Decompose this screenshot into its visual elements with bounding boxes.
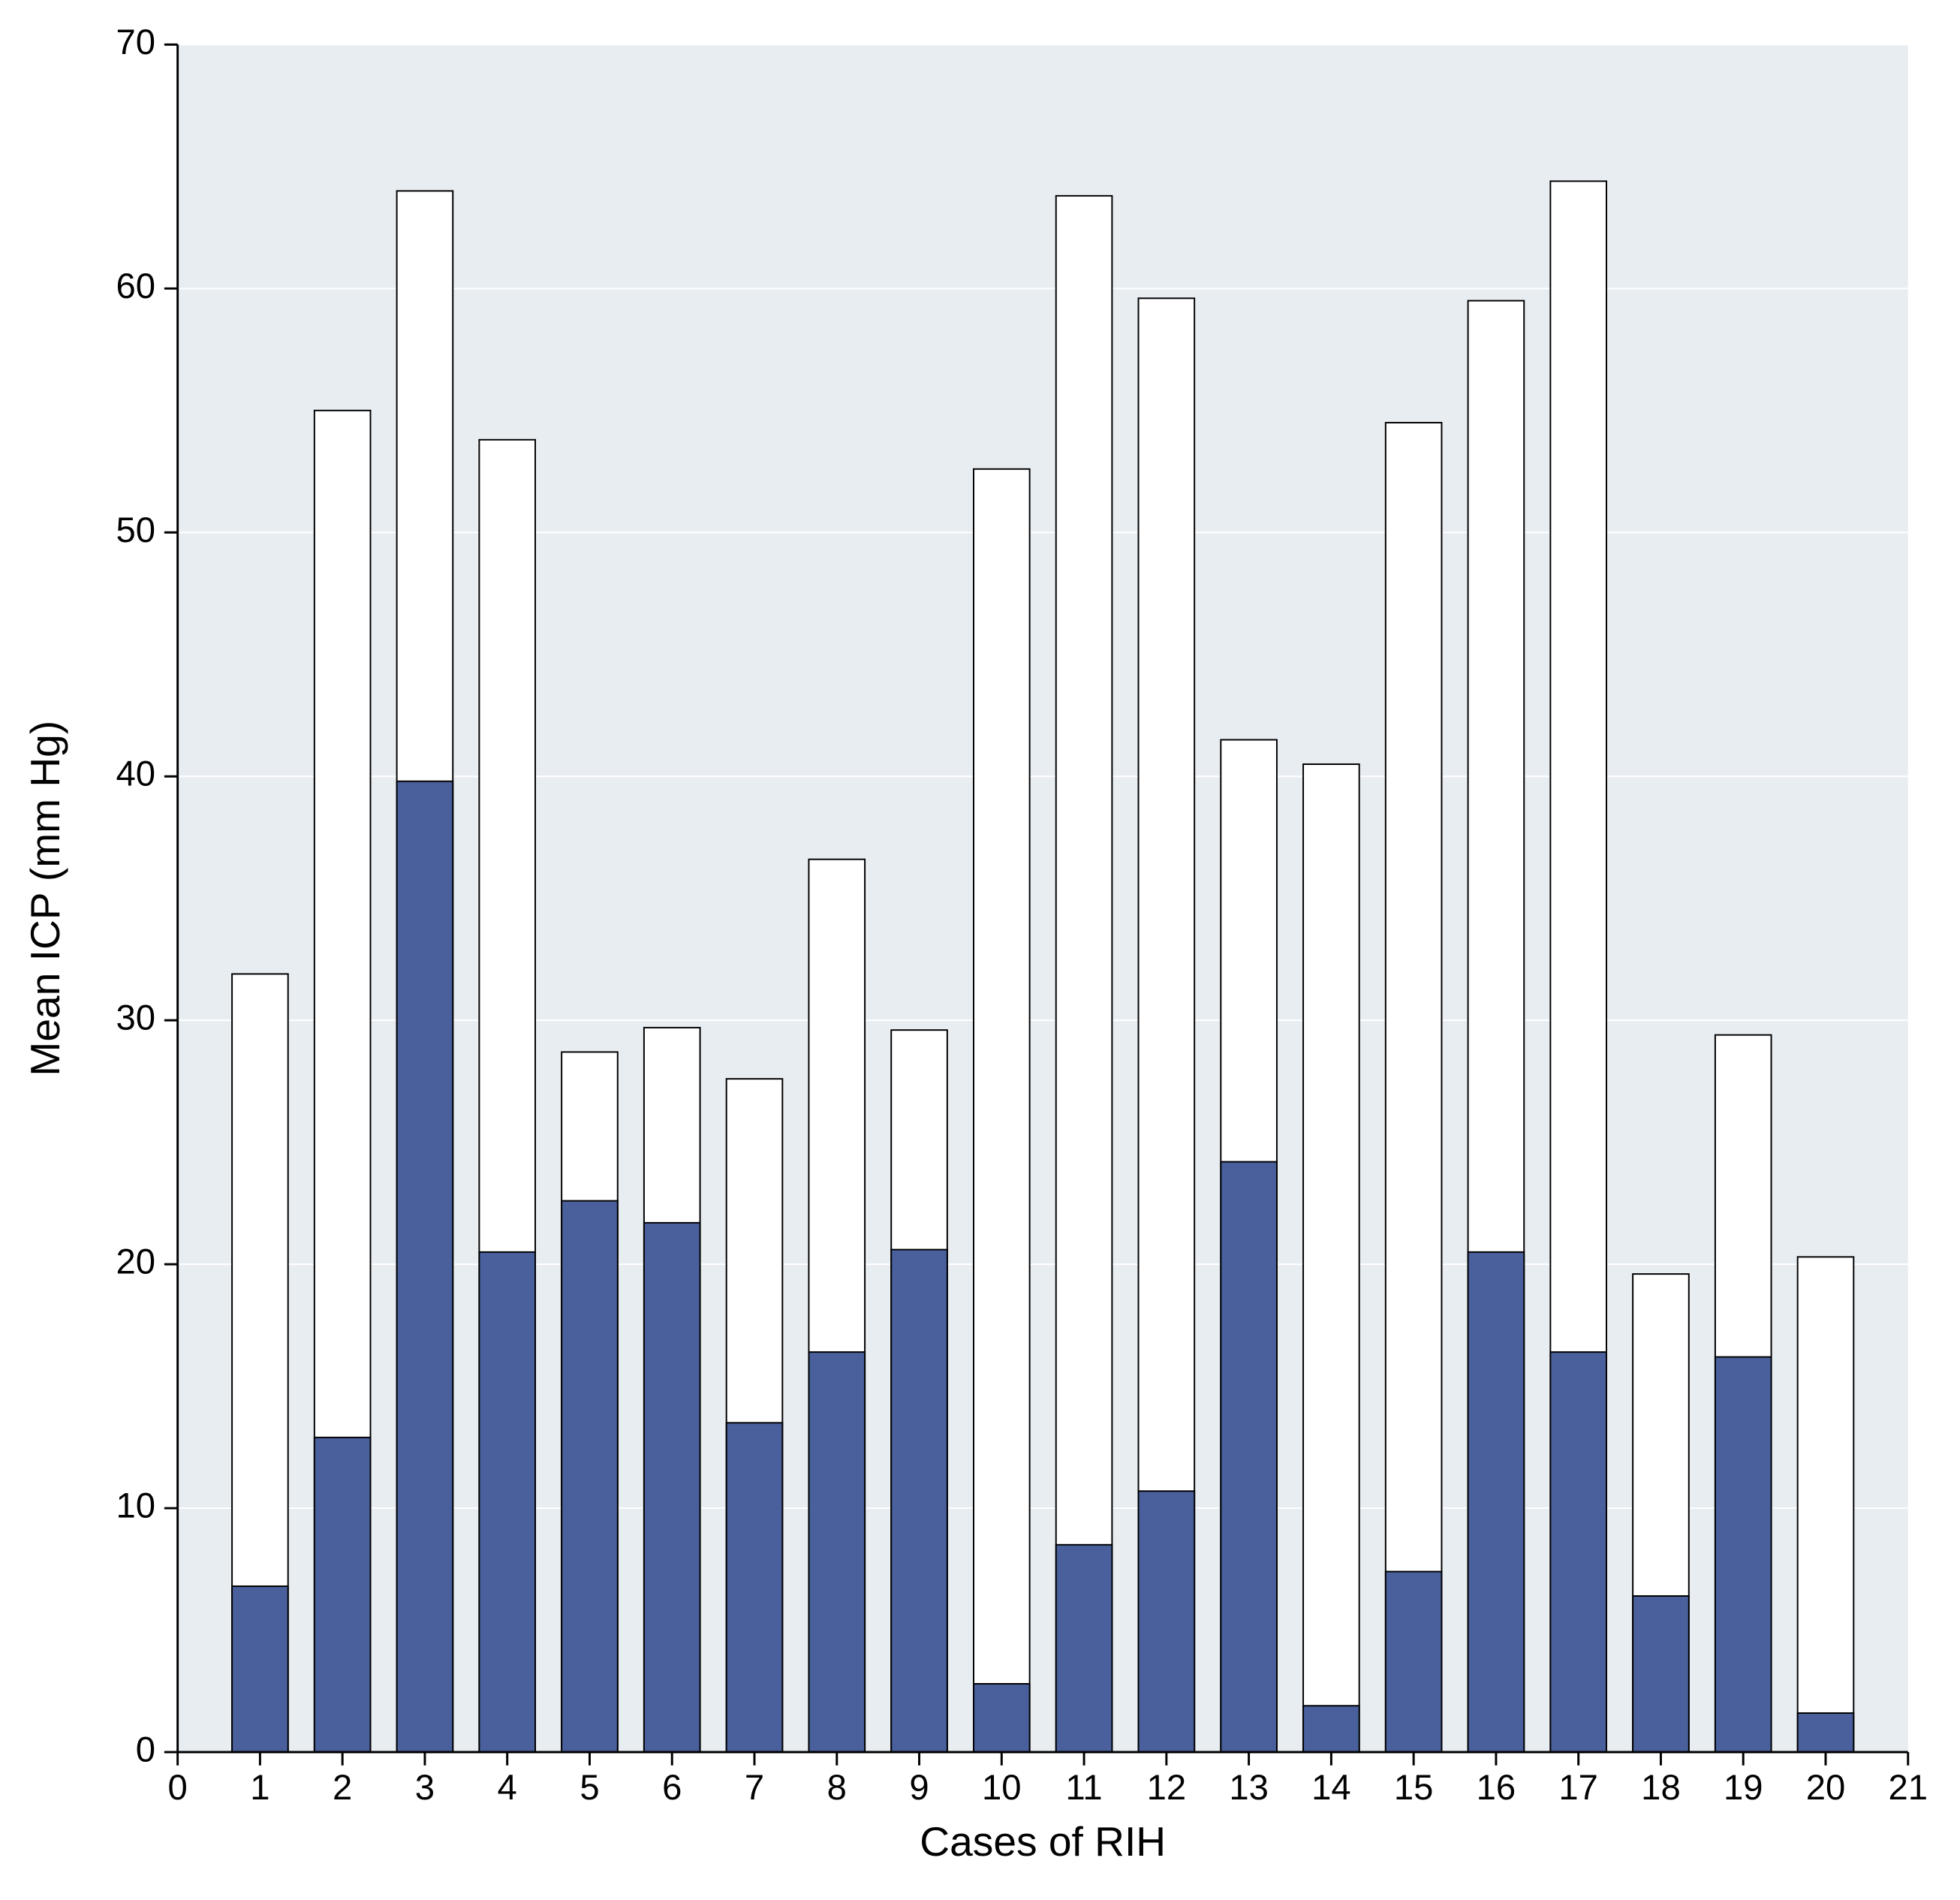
bar-back xyxy=(1386,423,1442,1752)
bar-front xyxy=(479,1252,535,1752)
bar-back xyxy=(1303,764,1359,1752)
y-tick-label: 70 xyxy=(116,23,156,62)
bar-front xyxy=(315,1438,371,1752)
y-axis-label: Mean ICP (mm Hg) xyxy=(22,721,68,1076)
x-tick-label: 19 xyxy=(1724,1768,1763,1808)
bar-front xyxy=(1633,1596,1689,1752)
x-tick-label: 2 xyxy=(333,1768,352,1808)
x-tick-label: 12 xyxy=(1147,1768,1187,1808)
y-tick-label: 30 xyxy=(116,998,156,1038)
bar-front xyxy=(644,1223,700,1752)
x-tick-label: 10 xyxy=(982,1768,1022,1808)
chart-container: 0102030405060700123456789101112131415161… xyxy=(15,15,1945,1885)
bar-back xyxy=(1056,196,1112,1752)
bar-front xyxy=(1386,1572,1442,1752)
bar-front xyxy=(397,781,453,1752)
x-tick-label: 4 xyxy=(498,1768,517,1808)
x-tick-label: 1 xyxy=(250,1768,269,1808)
bar-front xyxy=(1468,1252,1525,1752)
bar-front xyxy=(1550,1352,1606,1752)
x-tick-label: 21 xyxy=(1888,1768,1928,1808)
bar-front xyxy=(1221,1162,1277,1752)
x-tick-label: 0 xyxy=(167,1768,187,1808)
bar-back xyxy=(1798,1257,1854,1752)
bar-front xyxy=(1303,1706,1359,1752)
y-tick-label: 60 xyxy=(116,266,156,306)
bar-front xyxy=(891,1250,947,1752)
y-tick-label: 40 xyxy=(116,754,156,794)
x-tick-label: 14 xyxy=(1311,1768,1351,1808)
x-tick-label: 11 xyxy=(1066,1768,1103,1808)
bar-front xyxy=(727,1423,783,1752)
x-tick-label: 7 xyxy=(745,1768,764,1808)
x-tick-label: 20 xyxy=(1806,1768,1846,1808)
y-tick-label: 10 xyxy=(116,1486,156,1526)
bar-front xyxy=(974,1684,1030,1752)
x-tick-label: 15 xyxy=(1394,1768,1434,1808)
x-tick-label: 5 xyxy=(580,1768,599,1808)
y-tick-label: 50 xyxy=(116,510,156,550)
icp-bar-chart: 0102030405060700123456789101112131415161… xyxy=(15,15,1945,1885)
x-tick-label: 9 xyxy=(909,1768,929,1808)
x-tick-label: 18 xyxy=(1641,1768,1681,1808)
x-tick-label: 6 xyxy=(662,1768,682,1808)
bar-front xyxy=(1139,1491,1195,1752)
x-axis-label: Cases of RIH xyxy=(920,1818,1166,1865)
bar-back xyxy=(974,469,1030,1752)
x-tick-label: 3 xyxy=(415,1768,435,1808)
bar-front xyxy=(232,1586,288,1752)
x-tick-label: 16 xyxy=(1477,1768,1516,1808)
y-tick-label: 20 xyxy=(116,1242,156,1282)
bar-front xyxy=(1715,1357,1772,1752)
y-tick-label: 0 xyxy=(136,1730,155,1769)
x-tick-label: 17 xyxy=(1558,1768,1598,1808)
bar-front xyxy=(808,1352,865,1752)
bar-front xyxy=(1798,1713,1854,1752)
bar-front xyxy=(562,1201,618,1752)
x-tick-label: 13 xyxy=(1229,1768,1269,1808)
x-tick-label: 8 xyxy=(827,1768,847,1808)
bar-front xyxy=(1056,1545,1112,1752)
